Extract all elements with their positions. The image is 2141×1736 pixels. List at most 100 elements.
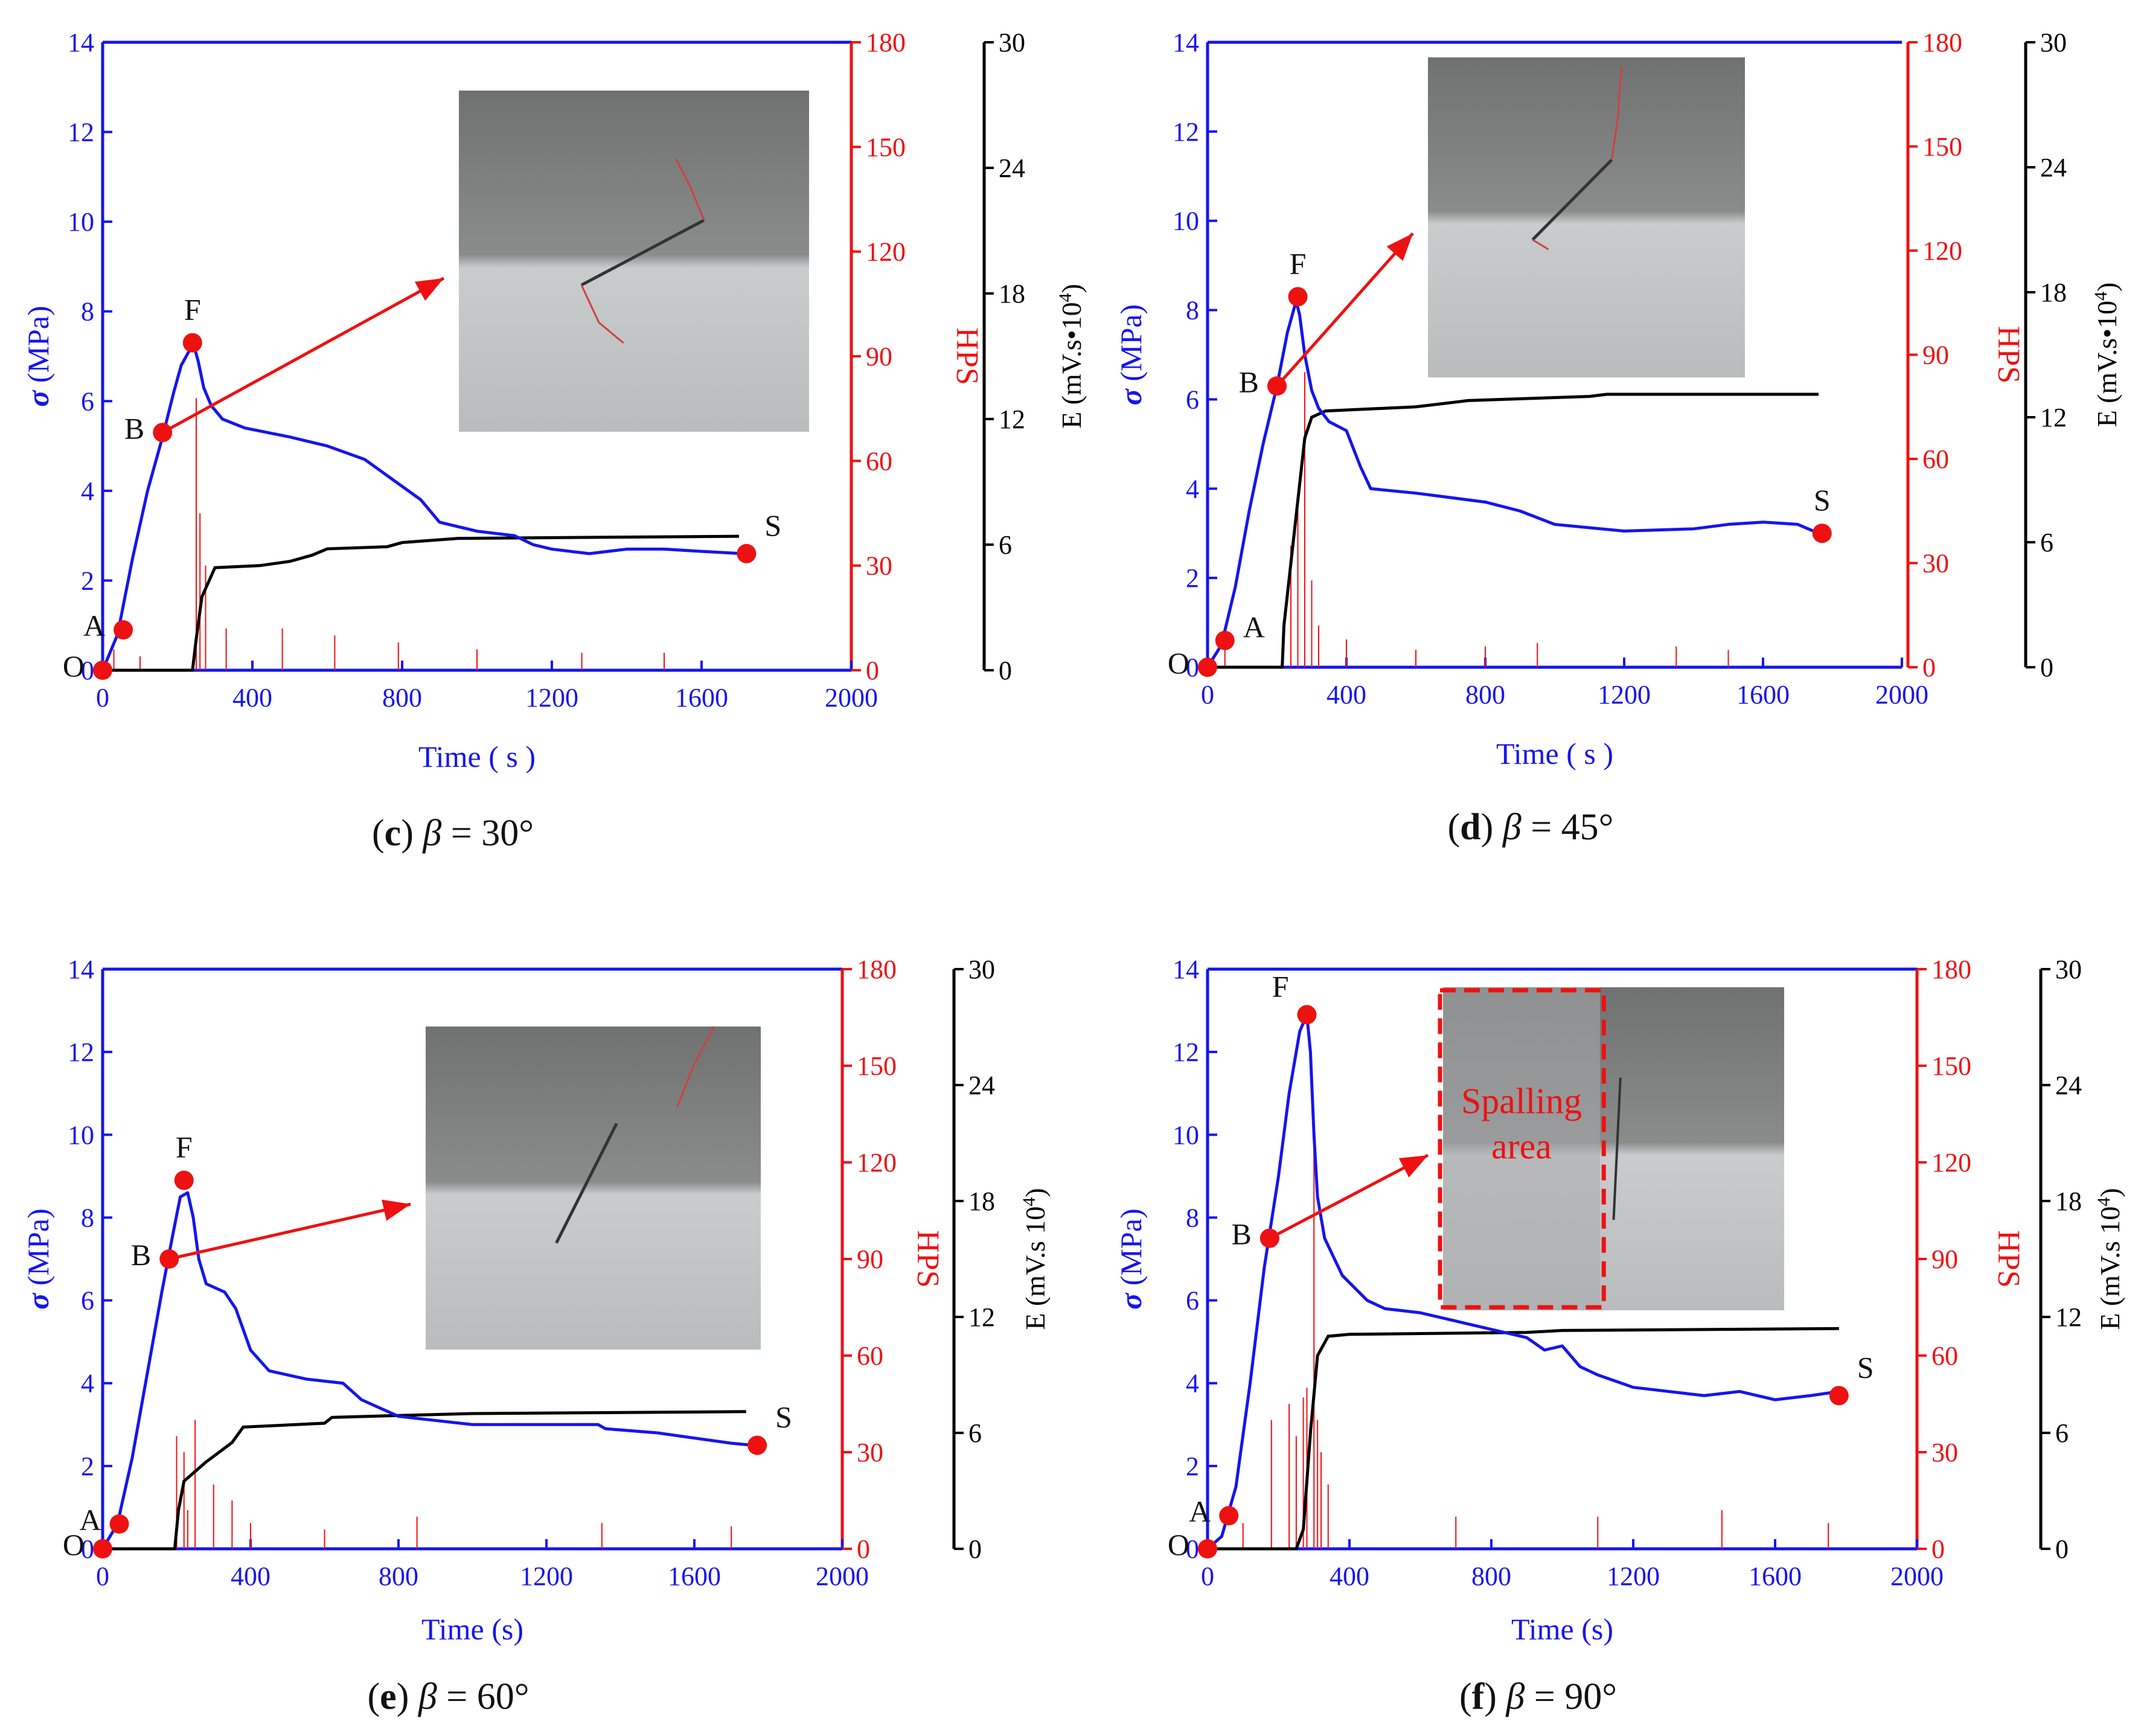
energy-title-main: E (mV.s•10 (2091, 301, 2122, 428)
x-tick-label: 800 (382, 683, 422, 713)
stress-tick-label: 6 (81, 386, 94, 416)
hps-tick-label: 0 (1922, 653, 1936, 682)
point-marker-o (93, 1539, 112, 1558)
pointer-arrow-line (1276, 232, 1414, 387)
stress-axis-title: σ (MPa) (21, 306, 55, 406)
stress-unit: (MPa) (1114, 1208, 1148, 1293)
point-marker-s (737, 543, 757, 563)
hps-tick-label: 150 (1922, 132, 1962, 162)
specimen-photo-inset (459, 91, 809, 432)
hps-tick-label: 30 (1931, 1438, 1958, 1467)
hps-tick-label: 150 (1931, 1051, 1971, 1081)
energy-title-main: E (mV.s 10 (1020, 1206, 1051, 1330)
point-marker-s (1812, 524, 1832, 543)
hps-tick-label: 30 (1922, 549, 1949, 578)
energy-tick-label: 12 (968, 1302, 995, 1332)
stress-tick-label: 10 (1173, 1120, 1199, 1150)
energy-axis-title: E (mV.s•104) (1055, 284, 1087, 429)
hps-axis-title: HPS (950, 327, 984, 385)
hps-tick-label: 180 (866, 28, 906, 57)
hps-tick-label: 0 (857, 1534, 870, 1564)
stress-tick-label: 2 (1186, 1452, 1199, 1481)
point-label-f: F (1290, 246, 1307, 280)
energy-tick-label: 30 (999, 28, 1025, 57)
chart-panel-c: 0 400 800 1200 1600 2000024681012140306090120… (21, 28, 1087, 854)
energy-title-exponent: 4 (1055, 293, 1075, 302)
hps-tick-label: 0 (866, 656, 879, 685)
point-marker-f (1288, 287, 1308, 307)
hps-tick-label: 180 (857, 955, 897, 984)
stress-tick-label: 4 (1186, 1369, 1199, 1398)
energy-curve (103, 1410, 746, 1551)
point-marker-f (182, 333, 202, 353)
point-marker-o (1198, 658, 1217, 677)
hps-axis-title: HPS (1991, 326, 2026, 383)
caption-paren: ) (1481, 807, 1503, 848)
pointer-arrow-line (1269, 1153, 1429, 1240)
hps-tick-label: 0 (1931, 1534, 1945, 1564)
stress-unit: (MPa) (1114, 304, 1148, 389)
energy-axis-title: E (mV.s•104) (2091, 283, 2123, 428)
stress-tick-label: 10 (68, 1120, 94, 1150)
energy-tick-label: 12 (2055, 1302, 2082, 1332)
stress-tick-label: 10 (1173, 207, 1199, 236)
point-label-f: F (176, 1130, 193, 1164)
hps-tick-label: 180 (1922, 28, 1962, 57)
specimen-photo-inset (1428, 57, 1745, 377)
stress-tick-label: 12 (68, 118, 94, 147)
energy-tick-label: 6 (2040, 528, 2053, 557)
energy-axis-title: E (mV.s 104) (1019, 1188, 1051, 1330)
energy-title-exponent: 4 (2094, 1197, 2114, 1206)
x-axis-title: Time (s) (421, 1612, 523, 1646)
point-label-b: B (131, 1238, 151, 1272)
energy-tick-label: 24 (968, 1071, 995, 1100)
stress-tick-label: 0 (1186, 1534, 1199, 1564)
stress-tick-label: 6 (81, 1286, 94, 1316)
stress-curve (101, 345, 743, 671)
x-tick-label: 0 (96, 683, 109, 713)
pointer-arrow-head (1398, 1155, 1428, 1178)
spalling-region (1443, 987, 1600, 1310)
flaw-line (580, 219, 705, 287)
energy-tick-label: 12 (999, 405, 1025, 434)
caption-paren: ( (368, 1676, 380, 1717)
stress-curve (1206, 299, 1819, 668)
caption-paren: ) (401, 813, 423, 854)
point-label-b: B (124, 411, 144, 445)
caption-letter: d (1460, 807, 1480, 848)
point-label-a: A (83, 609, 105, 642)
point-marker-a (1215, 630, 1235, 650)
crack-trace (675, 158, 705, 221)
x-tick-label: 400 (1330, 1561, 1369, 1591)
specimen-photo-inset (426, 1026, 761, 1350)
caption-beta: β (422, 813, 441, 854)
stress-tick-label: 12 (68, 1037, 94, 1067)
energy-title-main: E (mV.s 10 (2095, 1206, 2125, 1330)
caption-paren: ) (397, 1676, 418, 1717)
stress-tick-label: 2 (81, 1452, 94, 1481)
energy-tick-label: 24 (2040, 153, 2067, 182)
caption-letter: f (1472, 1676, 1485, 1717)
energy-tick-label: 18 (2040, 278, 2067, 307)
point-label-a: A (1189, 1494, 1211, 1528)
x-tick-label: 2000 (1890, 1561, 1944, 1591)
point-marker-a (114, 620, 133, 640)
caption-paren: ( (1459, 1676, 1472, 1717)
energy-tick-label: 18 (999, 279, 1025, 309)
pointer-arrow-head (382, 1199, 411, 1221)
hps-tick-label: 60 (866, 446, 892, 476)
stress-tick-label: 14 (68, 955, 94, 984)
energy-tick-label: 24 (2055, 1071, 2082, 1100)
point-marker-o (1198, 1539, 1217, 1558)
crack-trace (676, 1026, 715, 1108)
hps-tick-label: 150 (866, 132, 906, 162)
point-label-f: F (1272, 969, 1289, 1003)
stress-tick-label: 2 (1186, 563, 1199, 593)
hps-tick-label: 180 (1931, 955, 1971, 984)
point-marker-o (93, 661, 112, 680)
flaw-line (1612, 1077, 1622, 1220)
hps-tick-label: 90 (857, 1244, 883, 1274)
stress-tick-label: 8 (81, 1203, 94, 1232)
crack-trace (580, 284, 624, 344)
